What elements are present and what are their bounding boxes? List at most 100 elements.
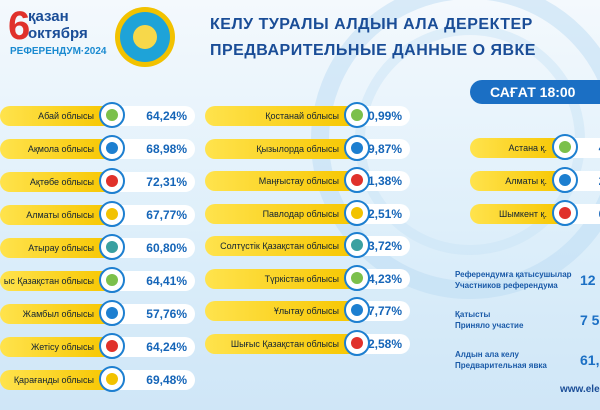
stat-label-kz: Алдын ала келу: [455, 350, 519, 359]
region-row: ыс Қазақстан облысы 64,41%: [0, 267, 195, 293]
logo-mark: [351, 271, 363, 284]
region-row: Жетісу облысы 64,24%: [0, 333, 195, 359]
region-name: ыс Қазақстан облысы: [0, 271, 112, 291]
region-logo: [99, 102, 125, 128]
region-name: Шымкент қ.: [470, 204, 565, 224]
region-name: Павлодар облысы: [205, 203, 357, 224]
region-row: Түркістан облысы 74,23%: [205, 264, 410, 291]
logo-mark: [106, 373, 118, 385]
region-value: 70,99%: [357, 106, 410, 126]
logo-mark: [106, 340, 118, 352]
region-logo: [344, 297, 370, 323]
region-row: Ұлытау облысы 67,77%: [205, 297, 410, 323]
region-row: Шымкент қ.68: [470, 200, 600, 226]
region-logo: [344, 329, 370, 356]
region-name: Ұлытау облысы: [205, 301, 357, 321]
region-row: Қостанай облысы 70,99%: [205, 102, 410, 128]
region-logo: [344, 102, 370, 128]
month-ru: октября: [28, 25, 88, 42]
region-name: Абай облысы: [0, 106, 112, 126]
region-value: 60,80%: [112, 238, 195, 258]
day: 6: [8, 4, 31, 48]
logo-mark: [106, 307, 118, 319]
title-kz: КЕЛУ ТУРАЛЫ АЛДЫН АЛА ДЕРЕКТЕР: [210, 16, 533, 33]
region-row: Жамбыл облысы 57,76%: [0, 300, 195, 326]
region-value: 74,23%: [357, 268, 410, 289]
region-name: Солтүстік Қазақстан облысы: [205, 236, 357, 256]
logo-mark: [106, 109, 118, 121]
region-logo: [344, 232, 370, 258]
logo-mark: [351, 336, 363, 349]
region-row: Ақмола облысы 68,98%: [0, 135, 195, 161]
logo-mark: [351, 206, 363, 219]
region-logo: [99, 267, 125, 293]
logo-mark: [106, 241, 118, 253]
region-value: 57,76%: [112, 304, 195, 324]
stat-label-kz: Қатысты: [455, 310, 491, 319]
region-name: Астана қ.: [470, 138, 565, 158]
logo-mark: [106, 274, 118, 286]
region-logo: [344, 167, 370, 193]
region-logo: [344, 199, 370, 226]
stat-value: 7 5: [580, 312, 600, 328]
region-value: 68,98%: [112, 139, 195, 159]
logo-mark: [559, 207, 571, 219]
region-name: Түркістан облысы: [205, 268, 357, 289]
region-logo: [99, 366, 125, 392]
stat-value: 61,: [580, 352, 600, 368]
region-value: 67,77%: [112, 205, 195, 225]
footer-url: www.elect: [560, 384, 600, 395]
region-row: Павлодар облысы 62,51%: [205, 199, 410, 226]
region-logo: [552, 200, 578, 226]
time-banner: САҒАТ 18:00: [470, 80, 600, 104]
region-row: Абай облысы 64,24%: [0, 102, 195, 128]
region-name: Ақтөбе облысы: [0, 172, 112, 192]
region-value: 64,41%: [112, 271, 195, 291]
logo-mark: [106, 208, 118, 220]
region-value: 51,38%: [357, 171, 410, 191]
stat-label-ru: Приняло участие: [455, 321, 524, 330]
logo-mark: [351, 239, 363, 251]
logo-mark: [351, 141, 363, 154]
region-logo: [99, 201, 125, 227]
region-name: Алматы облысы: [0, 205, 112, 225]
region-logo: [99, 135, 125, 161]
emblem: [115, 7, 175, 67]
region-value: 64,24%: [112, 337, 195, 357]
region-value: 63,72%: [357, 236, 410, 256]
region-logo: [344, 134, 370, 161]
region-name: Ақмола облысы: [0, 139, 112, 159]
region-row: Қызылорда облысы 79,87%: [205, 134, 410, 161]
region-name: Қызылорда облысы: [205, 138, 357, 159]
region-name: Қарағанды облысы: [0, 370, 112, 390]
region-logo: [99, 300, 125, 326]
region-value: 79,87%: [357, 138, 410, 159]
region-name: Қостанай облысы: [205, 106, 357, 126]
region-row: Шығыс Қазақстан облысы 72,58%: [205, 329, 410, 356]
logo-mark: [106, 175, 118, 187]
region-name: Жамбыл облысы: [0, 304, 112, 324]
region-row: Алматы облысы 67,77%: [0, 201, 195, 227]
title-ru: ПРЕДВАРИТЕЛЬНЫЕ ДАННЫЕ О ЯВКЕ: [210, 42, 536, 59]
region-row: Астана қ.49: [470, 134, 600, 160]
region-row: Қарағанды облысы 69,48%: [0, 366, 195, 392]
stat-value: 12: [580, 272, 596, 288]
region-value: 67,77%: [357, 301, 410, 321]
region-row: Маңғыстау облысы 51,38%: [205, 167, 410, 193]
region-row: Атырау облысы 60,80%: [0, 234, 195, 260]
region-value: 64,24%: [112, 106, 195, 126]
stat-label-ru: Предварительная явка: [455, 361, 547, 370]
region-name: Маңғыстау облысы: [205, 171, 357, 191]
logo-mark: [106, 142, 118, 154]
region-logo: [99, 333, 125, 359]
region-logo: [552, 134, 578, 160]
region-value: 69,48%: [112, 370, 195, 390]
region-logo: [344, 264, 370, 291]
region-logo: [552, 167, 578, 193]
region-row: Солтүстік Қазақстан облысы 63,72%: [205, 232, 410, 258]
logo-mark: [351, 109, 363, 121]
region-value: 72,31%: [112, 172, 195, 192]
logo-mark: [351, 304, 363, 316]
region-logo: [99, 168, 125, 194]
region-value: 72,58%: [357, 333, 410, 354]
